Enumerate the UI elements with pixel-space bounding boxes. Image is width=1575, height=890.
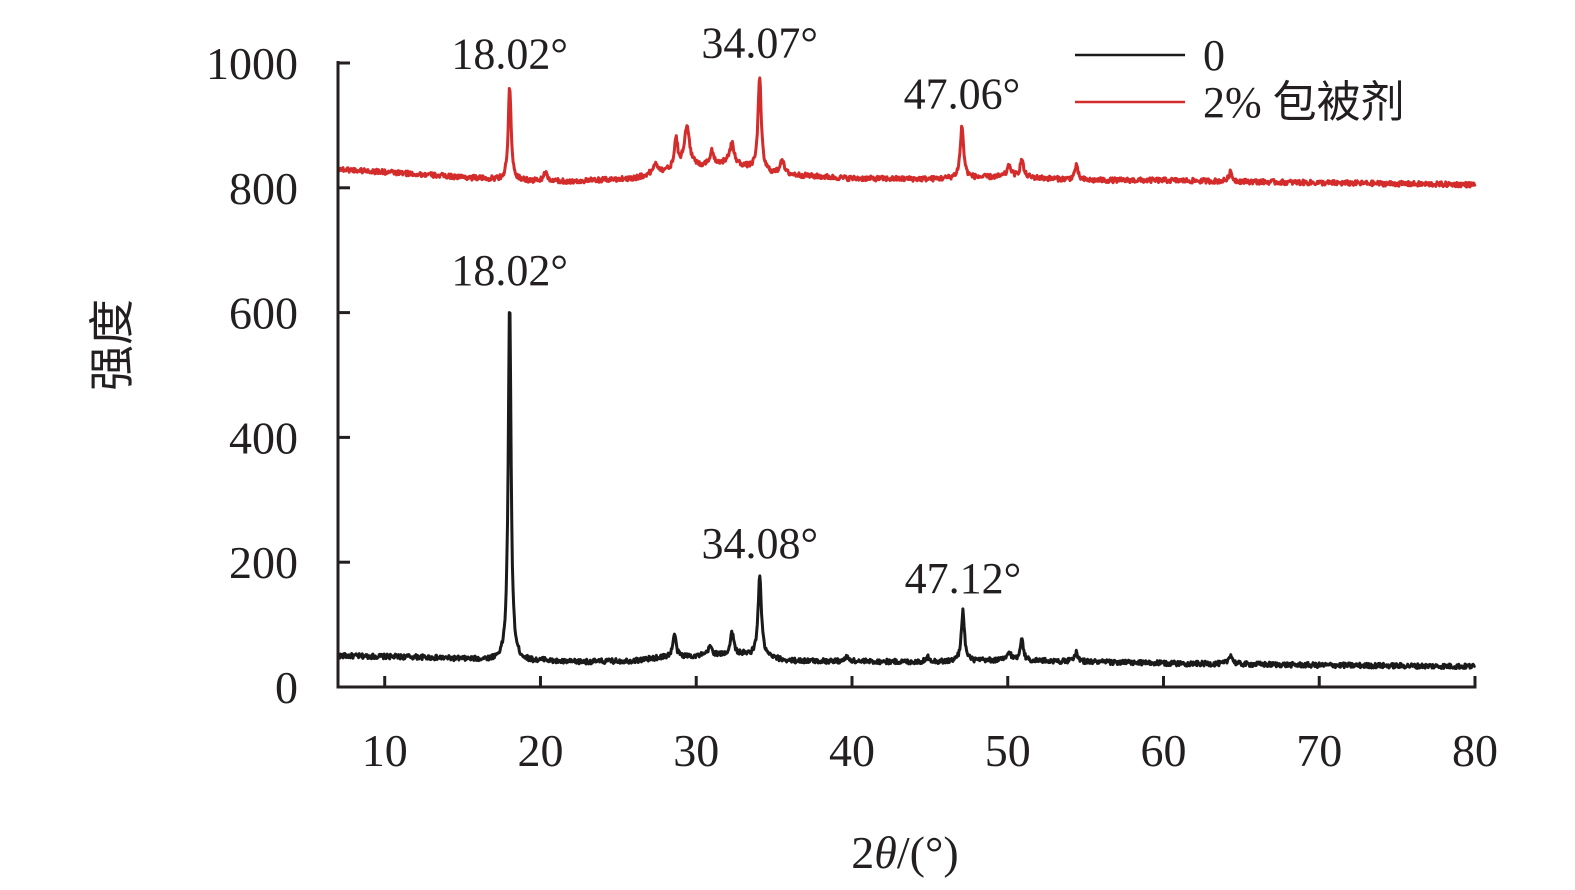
x-tick-label: 30 [673,725,719,776]
series-line-0 [336,311,1477,670]
series-line-1 [336,76,1477,189]
series-layer [336,76,1477,670]
y-axis-title: 强度 [87,299,138,391]
peak-label: 47.12° [905,554,1022,603]
y-tick-label: 200 [229,537,298,588]
y-tick-label: 400 [229,412,298,463]
y-tick-label: 0 [275,662,298,713]
x-axis-title-theta: θ [874,827,897,878]
peak-labels: 18.02° 34.08° 47.12° 18.02° 34.07° 47.06° [451,18,1021,602]
x-axis-title-suffix: /(°) [897,827,959,878]
legend: 02% 包被剂 [1075,31,1405,127]
x-tick-label: 80 [1452,725,1498,776]
y-tick-label: 800 [229,163,298,214]
x-tick-label: 40 [829,725,875,776]
x-tick-label: 70 [1296,725,1342,776]
y-tick-label: 600 [229,288,298,339]
x-tick-label: 20 [517,725,563,776]
axes [336,61,1477,689]
x-tick-label: 60 [1140,725,1186,776]
x-axis-title-prefix: 2 [851,827,874,878]
x-axis-title: 2θ/(°) [851,827,958,878]
peak-label: 47.06° [904,70,1021,119]
peak-label: 34.08° [701,519,818,568]
peak-label: 18.02° [451,246,568,295]
x-tick-label: 10 [362,725,408,776]
peak-label: 34.07° [701,18,818,67]
legend-label: 0 [1203,31,1225,80]
y-tick-label: 1000 [206,38,298,89]
peak-label: 18.02° [451,30,568,79]
x-tick-label: 50 [985,725,1031,776]
ticks: 0 200 400 600 800 1000 10 20 30 40 50 60 70 80 [206,38,1498,776]
legend-label: 2% 包被剂 [1203,78,1405,127]
